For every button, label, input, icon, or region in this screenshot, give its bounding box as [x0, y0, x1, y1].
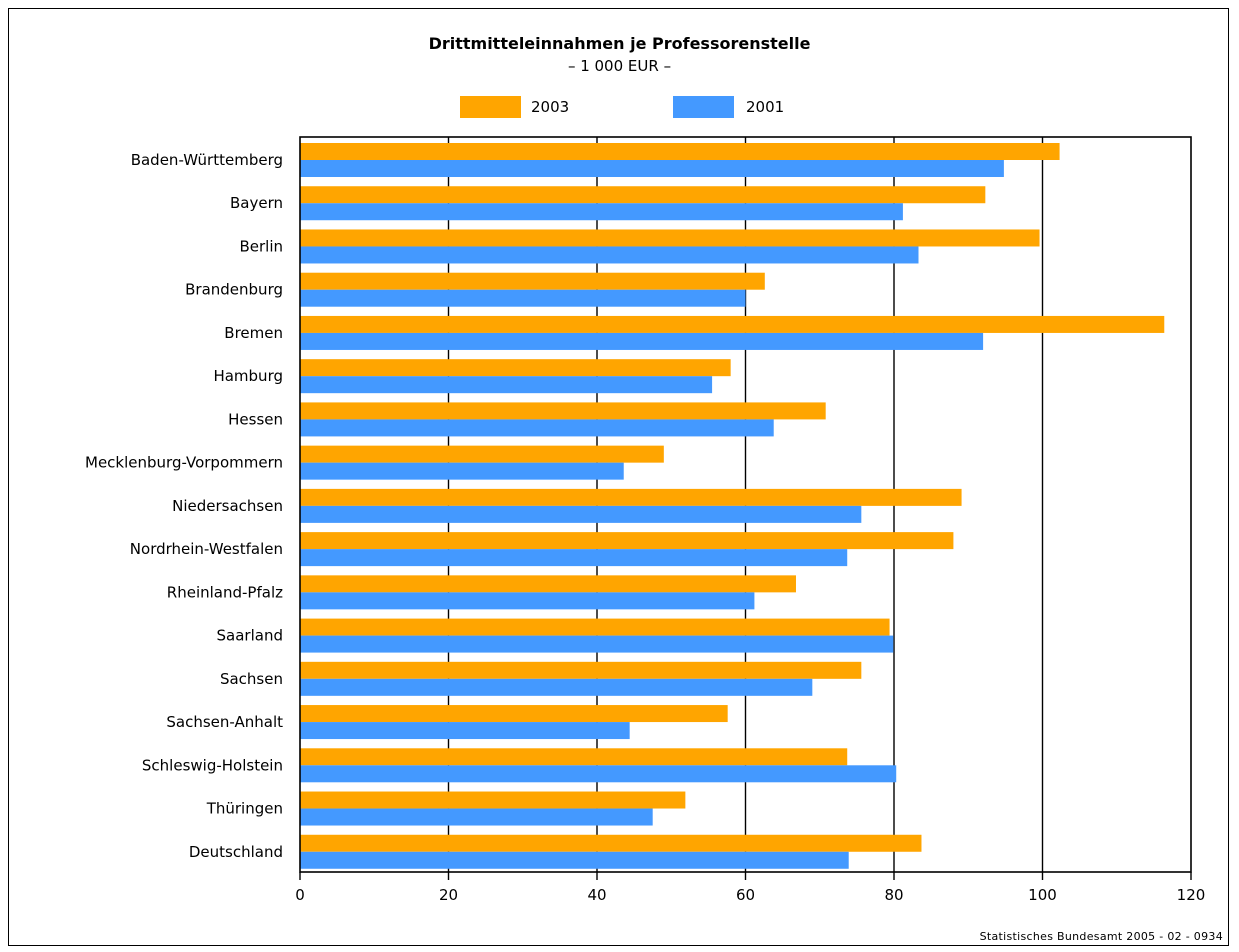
bar-2003-12 [300, 661, 862, 679]
category-label-5: Hamburg [213, 367, 283, 385]
category-label-0: Baden-Württemberg [131, 151, 283, 169]
tick-label-60: 60 [736, 886, 755, 904]
bar-2003-6 [300, 402, 826, 420]
tick-label-80: 80 [884, 886, 903, 904]
legend-label-2001: 2001 [746, 98, 785, 116]
bar-2001-9 [300, 549, 848, 567]
tick-label-100: 100 [1028, 886, 1057, 904]
bar-2001-13 [300, 722, 630, 740]
legend-swatch-2001 [673, 96, 734, 118]
bar-2001-7 [300, 462, 624, 480]
category-label-4: Bremen [224, 324, 283, 342]
category-label-1: Bayern [230, 194, 283, 212]
bar-2001-15 [300, 808, 653, 826]
tick-label-0: 0 [295, 886, 305, 904]
bar-2003-0 [300, 143, 1060, 160]
bar-2001-8 [300, 505, 862, 523]
category-label-10: Rheinland-Pfalz [167, 583, 283, 601]
category-label-2: Berlin [239, 237, 283, 255]
chart-title: Drittmitteleinnahmen je Professorenstell… [428, 34, 811, 53]
bar-2003-15 [300, 791, 686, 809]
source-footer: Statistisches Bundesamt 2005 - 02 - 0934 [979, 930, 1223, 943]
category-label-6: Hessen [228, 410, 283, 428]
category-label-15: Thüringen [206, 800, 283, 818]
bar-2001-6 [300, 419, 774, 437]
bar-2001-11 [300, 635, 894, 653]
category-label-16: Deutschland [189, 843, 283, 861]
bar-2003-9 [300, 532, 954, 550]
bar-2001-5 [300, 376, 713, 394]
bar-2001-3 [300, 289, 746, 307]
bar-2001-14 [300, 765, 897, 783]
tick-label-120: 120 [1177, 886, 1206, 904]
bar-2001-4 [300, 332, 984, 350]
bar-2003-2 [300, 229, 1040, 247]
bar-2003-14 [300, 748, 848, 766]
chart-subtitle: – 1 000 EUR – [567, 57, 672, 75]
bar-2003-11 [300, 618, 890, 636]
category-label-7: Mecklenburg-Vorpommern [85, 454, 283, 472]
bar-2003-1 [300, 186, 986, 204]
bar-2003-5 [300, 359, 731, 377]
bar-2003-16 [300, 834, 922, 852]
bar-2003-3 [300, 272, 765, 290]
bar-2003-13 [300, 705, 728, 723]
tick-label-20: 20 [439, 886, 458, 904]
category-label-13: Sachsen-Anhalt [166, 713, 283, 731]
bar-2001-0 [300, 160, 1004, 177]
bar-2003-7 [300, 445, 664, 463]
bar-2001-12 [300, 678, 813, 696]
bar-2001-10 [300, 592, 755, 610]
category-label-11: Saarland [217, 627, 283, 645]
category-label-8: Niedersachsen [172, 497, 283, 515]
bar-2001-2 [300, 246, 919, 264]
bar-2001-1 [300, 203, 903, 221]
category-label-3: Brandenburg [185, 281, 283, 299]
bar-2003-4 [300, 315, 1165, 333]
category-label-12: Sachsen [220, 670, 283, 688]
category-label-14: Schleswig-Holstein [142, 756, 283, 774]
bar-2001-16 [300, 851, 849, 869]
bar-2003-10 [300, 575, 796, 593]
bar-2003-8 [300, 488, 962, 506]
tick-label-40: 40 [587, 886, 606, 904]
legend-swatch-2003 [460, 96, 521, 118]
category-label-9: Nordrhein-Westfalen [130, 540, 283, 558]
legend-label-2003: 2003 [531, 98, 570, 116]
